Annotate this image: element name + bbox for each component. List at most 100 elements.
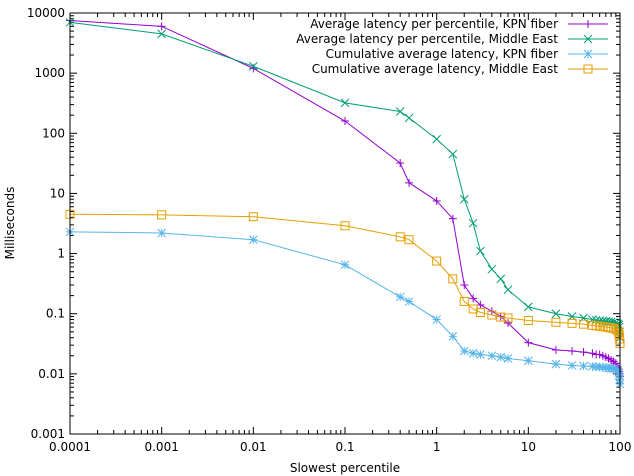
data-point: [340, 221, 350, 231]
data-point-stroke: [523, 302, 533, 312]
data-point: [476, 300, 485, 309]
x-tick-label: 10: [521, 440, 536, 454]
data-point: [567, 361, 577, 370]
legend-entry: Cumulative average latency, Middle East: [312, 62, 608, 76]
data-point: [157, 29, 167, 39]
data-point-stroke: [248, 61, 258, 71]
data-point: [476, 350, 485, 359]
y-tick-label: 100: [42, 126, 65, 140]
data-point: [448, 214, 457, 223]
data-point: [551, 345, 560, 354]
data-point: [567, 318, 577, 328]
data-point-stroke: [551, 309, 561, 319]
data-point-stroke: [606, 317, 616, 327]
data-point-stroke: [614, 370, 624, 380]
data-point: [432, 196, 441, 205]
data-point: [460, 281, 469, 290]
data-point-stroke: [567, 318, 577, 328]
legend-label: Cumulative average latency, Middle East: [312, 62, 559, 76]
data-point-stroke: [496, 312, 506, 322]
data-point-stroke: [432, 315, 442, 324]
legend-marker: [583, 49, 593, 59]
data-point: [248, 61, 258, 71]
data-point: [157, 228, 167, 238]
data-point: [404, 113, 414, 123]
data-point: [475, 307, 485, 317]
data-point-stroke: [157, 210, 167, 220]
legend-marker-stroke: [583, 34, 593, 44]
data-point: [487, 264, 497, 274]
data-point: [476, 246, 485, 256]
data-point-stroke: [579, 361, 588, 371]
data-point-stroke: [459, 296, 469, 306]
data-point: [524, 338, 533, 347]
data-point-stroke: [448, 332, 458, 341]
data-point-stroke: [448, 274, 458, 284]
data-point-stroke: [459, 346, 469, 356]
data-point: [487, 310, 497, 320]
plot-frame: [69, 12, 621, 435]
data-point-stroke: [503, 354, 513, 363]
axis-ticks: 0.0001 0.001 0.01 0.1 1 10 1000.0010.010.11101…: [27, 6, 632, 454]
data-point: [395, 292, 405, 302]
data-point-stroke: [551, 317, 561, 327]
data-point-stroke: [459, 194, 469, 204]
series-layer: [65, 16, 625, 389]
data-point: [404, 235, 414, 245]
data-point: [404, 297, 414, 306]
data-point: [588, 349, 597, 358]
legend: Average latency per percentile, KPN fibe…: [296, 17, 608, 76]
data-point-stroke: [157, 228, 167, 238]
y-tick-label: 0.01: [38, 367, 65, 381]
data-point: [579, 319, 589, 329]
data-point: [395, 232, 405, 242]
data-point: [395, 107, 405, 116]
data-point-stroke: [157, 29, 167, 39]
data-point-stroke: [395, 292, 405, 302]
data-point-stroke: [395, 107, 405, 116]
data-point-stroke: [588, 315, 597, 324]
x-axis-label: Slowest percentile: [290, 461, 400, 475]
data-point-stroke: [523, 356, 533, 366]
data-point: [468, 348, 478, 358]
data-point: [448, 274, 458, 284]
data-point: [487, 351, 497, 361]
x-tick-label: 0.001: [144, 440, 178, 454]
data-point: [551, 317, 561, 327]
data-point: [496, 274, 506, 284]
data-point-stroke: [468, 218, 478, 228]
data-point-stroke: [496, 274, 506, 284]
data-point: [341, 117, 349, 126]
data-point-stroke: [248, 212, 258, 222]
y-tick-label: 0.001: [31, 427, 65, 441]
legend-marker-stroke: [583, 49, 593, 59]
data-point-stroke: [404, 235, 414, 245]
data-point-stroke: [432, 256, 442, 266]
data-point: [496, 312, 506, 322]
data-point-stroke: [503, 285, 513, 295]
data-point: [432, 134, 442, 144]
data-point-stroke: [487, 351, 497, 361]
x-tick-label: 0.1: [335, 440, 354, 454]
legend-label: Average latency per percentile, Middle E…: [296, 32, 558, 46]
data-point: [568, 346, 577, 355]
data-point-stroke: [395, 232, 405, 242]
data-point: [405, 178, 414, 187]
data-point: [595, 350, 604, 359]
legend-entry: Cumulative average latency, KPN fiber: [326, 47, 608, 61]
x-tick-label: 1: [433, 440, 441, 454]
y-tick-label: 0.1: [46, 307, 65, 321]
data-point: [448, 332, 458, 341]
legend-marker: [583, 34, 593, 44]
x-tick-label: 0.0001: [49, 440, 91, 454]
data-point: [459, 296, 469, 306]
data-point: [469, 294, 478, 303]
data-point: [459, 194, 469, 204]
data-point-stroke: [468, 348, 478, 358]
data-point: [157, 22, 166, 31]
data-point-stroke: [476, 246, 485, 256]
data-point: [248, 235, 258, 245]
data-point-stroke: [551, 359, 561, 369]
